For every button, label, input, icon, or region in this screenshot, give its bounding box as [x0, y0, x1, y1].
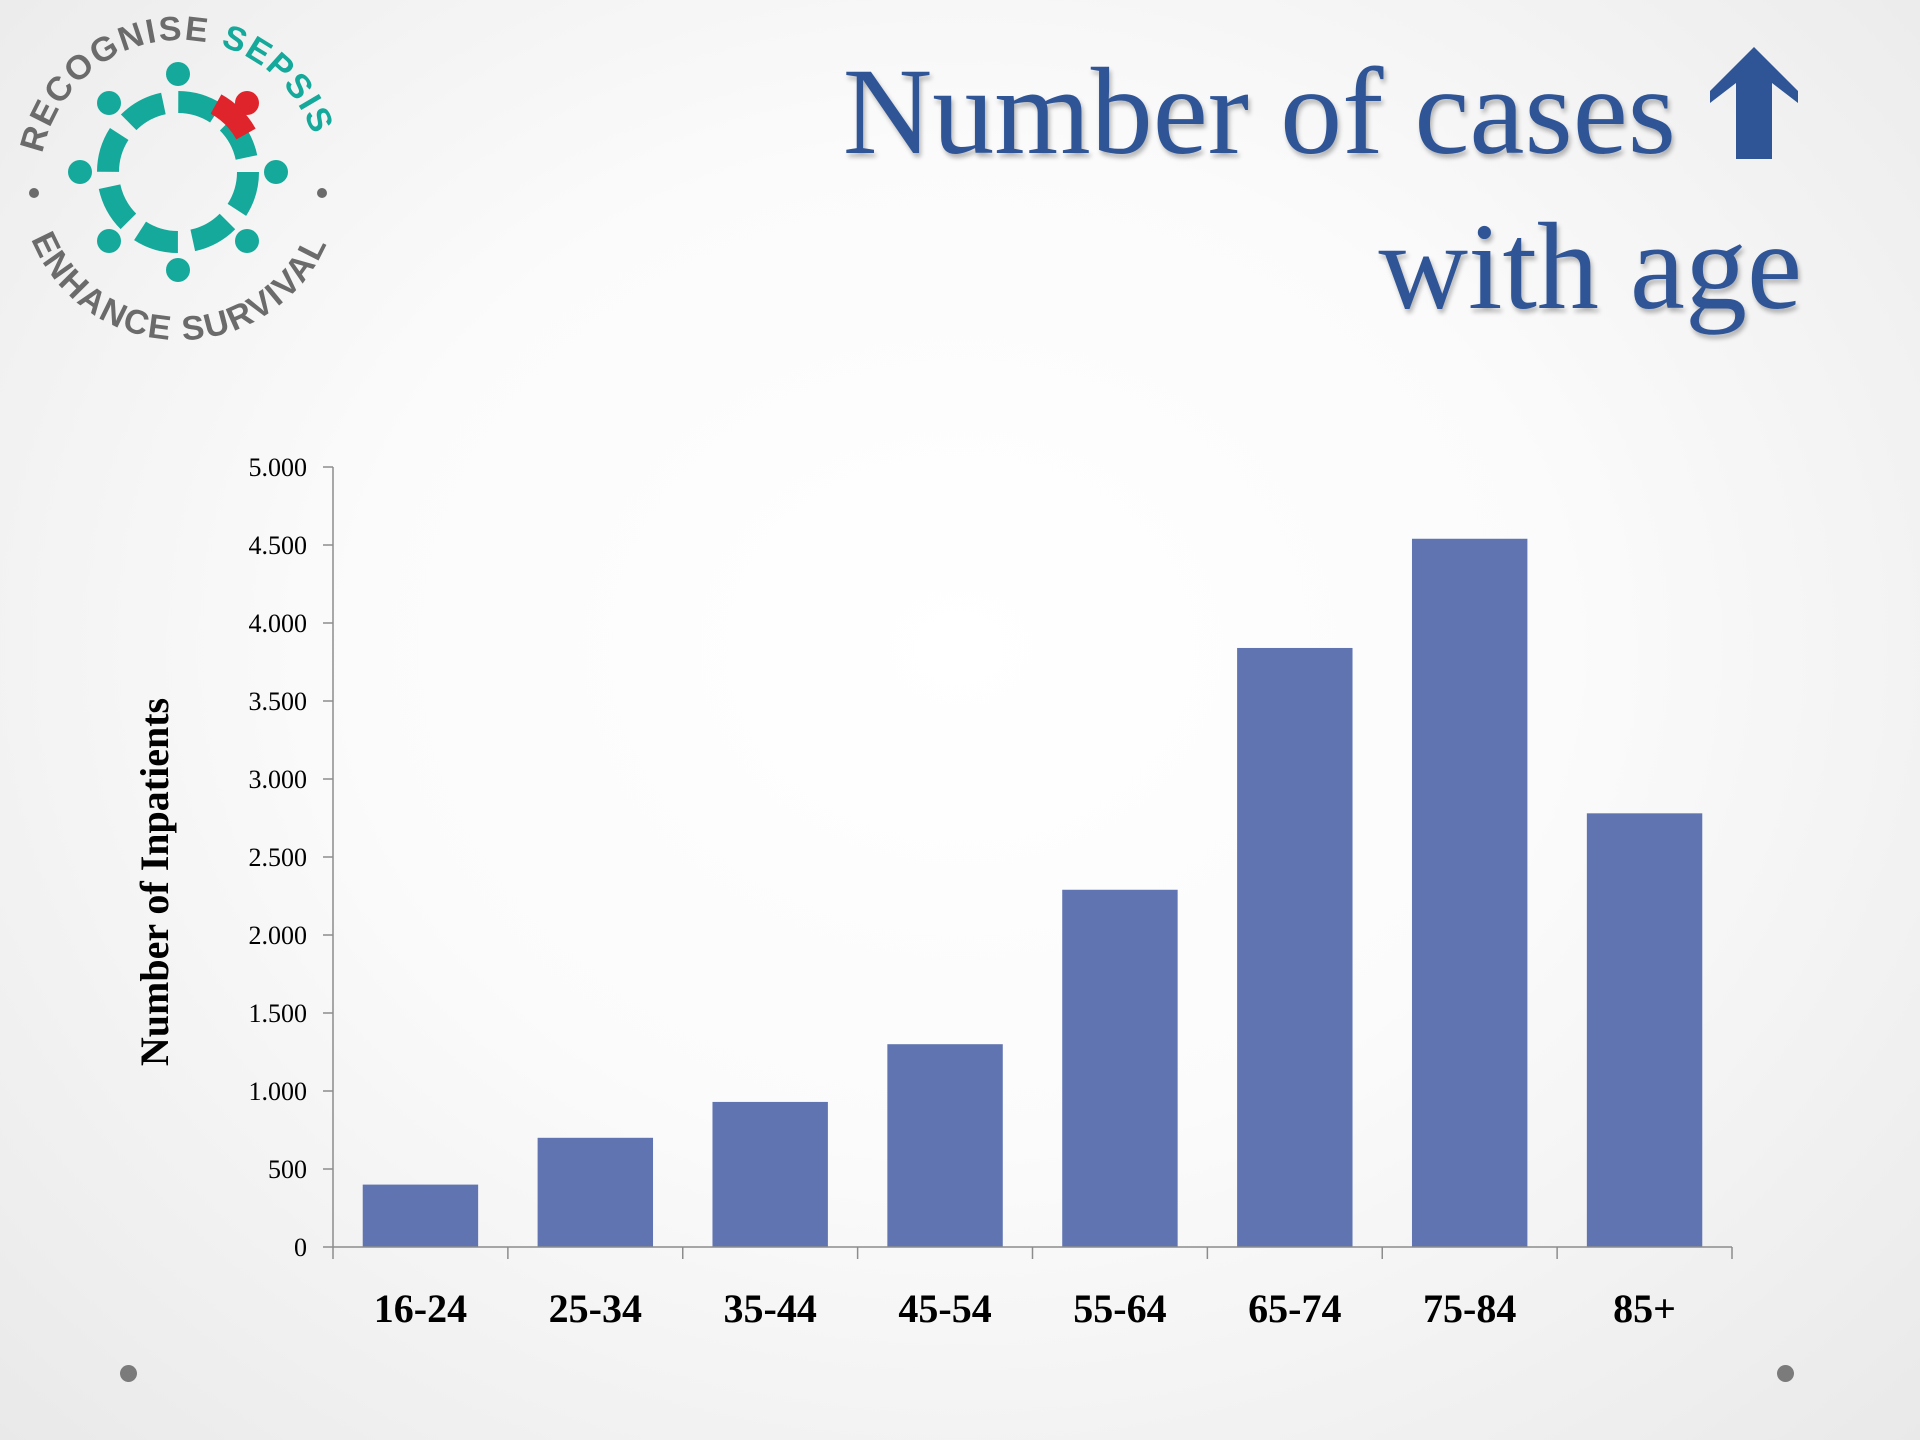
bar-65-74 — [1237, 647, 1353, 1247]
y-tick-label: 1.000 — [249, 1077, 308, 1106]
y-tick-label: 2.000 — [249, 921, 308, 950]
x-axis-ticks — [332, 1247, 1733, 1259]
x-tick-label: 55-64 — [1073, 1286, 1166, 1331]
recognise-sepsis-logo: RECOGNISE SEPSIS ENHANCE SURVIVAL — [13, 10, 339, 349]
up-arrow-icon — [1710, 47, 1798, 159]
y-tick-label: 3.500 — [249, 687, 308, 716]
slide-bullet-right — [1777, 1365, 1794, 1382]
y-tick-label: 3.000 — [249, 765, 308, 794]
x-tick-label: 45-54 — [898, 1286, 991, 1331]
slide-title: Number of cases with age — [843, 34, 1802, 344]
bar-16-24 — [362, 1184, 479, 1247]
title-line-2: with age — [1378, 198, 1802, 335]
y-tick-label: 0 — [294, 1233, 307, 1262]
bar-25-34 — [537, 1137, 654, 1247]
y-tick-label: 5.000 — [249, 453, 308, 482]
y-tick-label: 4.500 — [249, 531, 308, 560]
y-tick-label: 500 — [268, 1155, 307, 1184]
x-tick-label: 65-74 — [1248, 1286, 1341, 1331]
x-tick-label: 75-84 — [1423, 1286, 1516, 1331]
x-tick-label: 16-24 — [374, 1286, 467, 1331]
logo-bullet-right — [317, 188, 327, 198]
bar-45-54 — [887, 1044, 1003, 1247]
x-axis-labels: 16-24 25-34 35-44 45-54 55-64 65-74 75-84 85+ — [374, 1286, 1676, 1331]
bar-55-64 — [1062, 889, 1178, 1247]
logo-people-ring-icon — [68, 62, 288, 282]
title-line-1: Number of cases — [843, 34, 1802, 189]
y-axis-ticks: 0 500 1.000 1.500 2.000 2.500 3.000 3.500 4.000 4… — [249, 453, 333, 1262]
y-tick-label: 2.500 — [249, 843, 308, 872]
bar-85+ — [1586, 813, 1703, 1247]
x-tick-label: 85+ — [1613, 1286, 1676, 1331]
y-axis-title: Number of Inpatients — [132, 698, 177, 1066]
logo-bullet-left — [29, 188, 39, 198]
bar-75-84 — [1411, 538, 1528, 1247]
y-tick-label: 4.000 — [249, 609, 308, 638]
x-tick-label: 25-34 — [549, 1286, 642, 1331]
bar-series — [362, 538, 1703, 1247]
x-tick-label: 35-44 — [724, 1286, 817, 1331]
slide-bullet-left — [120, 1365, 137, 1382]
bar-35-44 — [712, 1101, 828, 1247]
title-text-1: Number of cases — [842, 43, 1676, 180]
y-tick-label: 1.500 — [249, 999, 308, 1028]
